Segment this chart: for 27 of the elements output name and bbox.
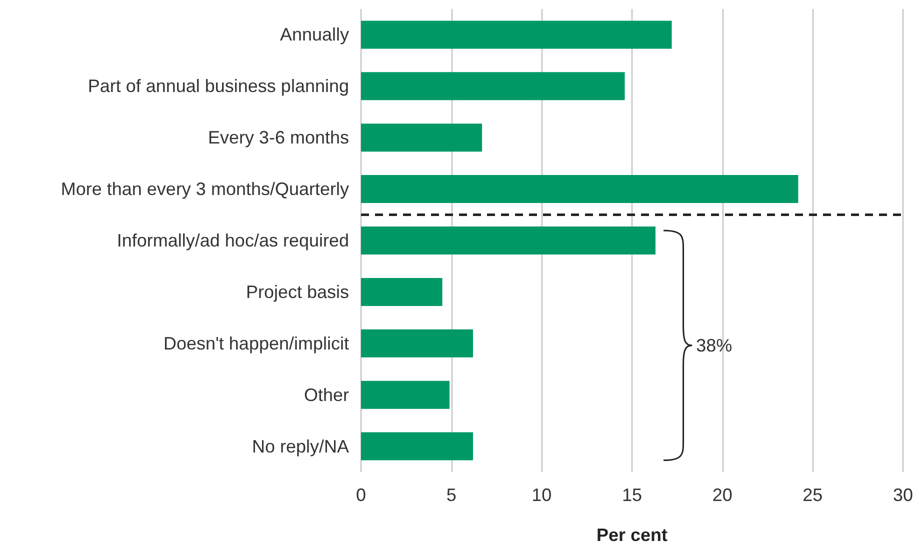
bar <box>361 175 798 204</box>
x-tick-label: 30 <box>892 485 914 505</box>
y-tick-label: Informally/ad hoc/as required <box>116 230 349 250</box>
y-tick-label: Annually <box>280 24 349 45</box>
y-tick-label: Every 3-6 months <box>208 128 349 148</box>
bar <box>361 278 442 306</box>
x-tick-label: 20 <box>712 485 732 505</box>
bar <box>361 72 625 100</box>
x-tick-label: 10 <box>532 485 552 505</box>
y-tick-label: Project basis <box>246 282 349 302</box>
x-tick-label: 0 <box>356 485 366 505</box>
bar <box>361 432 474 460</box>
y-tick-label: Doesn't happen/implicit <box>163 333 349 354</box>
x-axis-title: Per cent <box>596 525 668 545</box>
y-tick-label: More than every 3 months/Quarterly <box>60 179 349 200</box>
bar <box>361 329 474 358</box>
bar <box>361 380 450 409</box>
y-tick-label: Other <box>304 384 349 405</box>
x-tick-label: 15 <box>622 485 642 505</box>
bar <box>361 20 672 49</box>
bar <box>361 124 482 152</box>
x-tick-label: 5 <box>446 485 456 505</box>
x-tick-label: 25 <box>802 485 823 505</box>
annotation: 38% <box>696 335 732 356</box>
bar <box>361 226 656 254</box>
y-tick-label: Part of annual business planning <box>88 76 349 96</box>
y-tick-label: No reply/NA <box>252 436 349 456</box>
